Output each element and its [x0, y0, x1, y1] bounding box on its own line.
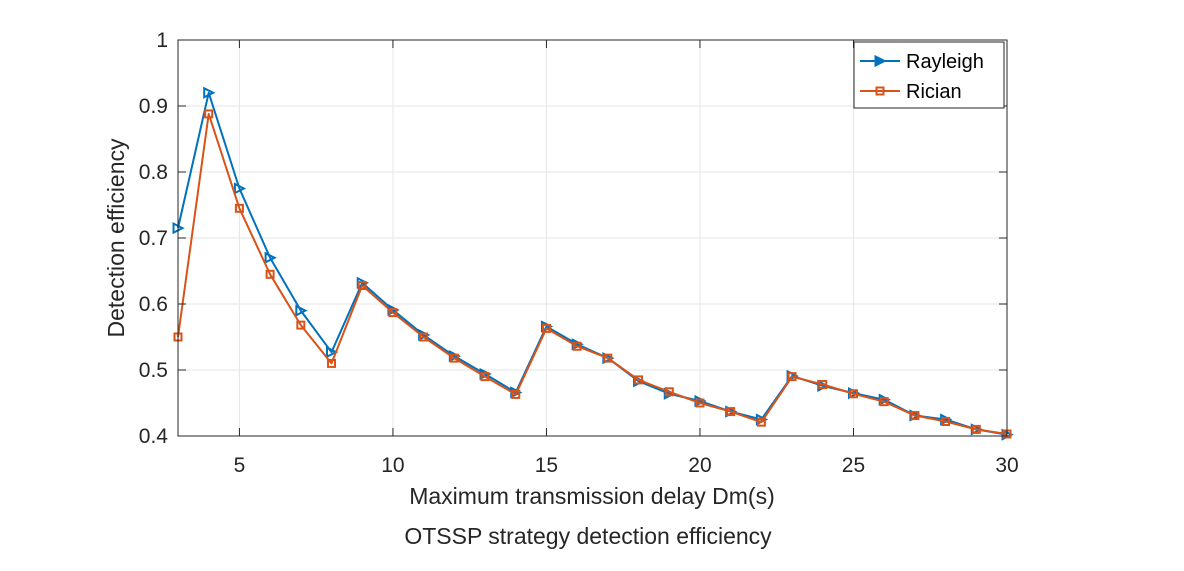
data-point-rician — [603, 353, 613, 363]
legend-marker-rayleigh — [874, 54, 887, 68]
y-tick-label: 0.6 — [139, 293, 168, 316]
legend-box — [853, 41, 1005, 109]
legend: Rayleigh Rician — [853, 41, 1005, 109]
y-tick-label: 0.9 — [139, 95, 168, 118]
y-tick-label: 0.7 — [139, 227, 168, 250]
y-tick-label: 0.8 — [139, 161, 168, 184]
data-point-rician — [265, 269, 275, 279]
y-tick-label: 0.4 — [139, 425, 169, 448]
data-point-rician — [388, 308, 398, 318]
x-axis-label: Maximum transmission delay Dm(s) — [409, 483, 775, 509]
x-tick-label: 10 — [381, 454, 404, 477]
data-point-rayleigh — [295, 304, 308, 317]
x-axis-ticks: 5 10 15 20 25 30 — [234, 40, 1019, 477]
data-point-rician — [971, 424, 981, 434]
data-point-rician — [204, 109, 214, 119]
legend-label-rayleigh: Rayleigh — [906, 51, 984, 73]
data-point-rayleigh — [233, 182, 247, 195]
data-point-rician — [327, 358, 337, 368]
data-point-rayleigh — [264, 251, 277, 264]
x-tick-label: 20 — [688, 454, 711, 477]
data-point-rician — [787, 372, 797, 382]
x-tick-label: 15 — [535, 454, 558, 477]
data-point-rician — [695, 398, 705, 408]
figure-caption: OTSSP strategy detection efficiency — [404, 523, 772, 549]
data-point-rayleigh — [203, 86, 216, 99]
data-point-rician — [572, 341, 582, 351]
data-point-rician — [664, 387, 674, 397]
data-point-rayleigh — [326, 346, 339, 359]
y-axis-label: Detection efficiency — [103, 138, 129, 338]
data-point-rician — [296, 320, 306, 330]
data-point-rician — [634, 375, 644, 385]
legend-marker-rician — [875, 86, 885, 96]
data-point-rician — [818, 380, 828, 390]
series-line-rician — [177, 112, 1008, 436]
data-point-rician — [879, 397, 889, 407]
data-point-rician — [848, 389, 858, 399]
x-tick-label: 30 — [995, 454, 1018, 477]
y-tick-label: 0.5 — [139, 359, 168, 382]
legend-label-rician: Rician — [906, 81, 962, 103]
data-point-rician — [234, 203, 244, 213]
data-point-rician — [480, 372, 490, 382]
y-axis-ticks: 0.4 0.5 0.6 0.7 0.8 0.9 1 — [139, 29, 1007, 448]
data-point-rician — [357, 281, 367, 291]
data-point-rician — [941, 416, 951, 426]
data-point-rician — [419, 332, 429, 342]
y-tick-label: 1 — [156, 29, 168, 52]
x-tick-label: 25 — [842, 454, 865, 477]
data-point-rician — [511, 389, 521, 399]
data-point-rician — [541, 323, 551, 333]
series-layer — [172, 86, 1014, 441]
data-point-rician — [449, 353, 459, 363]
data-point-rician — [910, 411, 920, 421]
data-point-rician — [726, 407, 736, 417]
data-point-rician — [756, 417, 766, 427]
x-tick-label: 5 — [234, 454, 246, 477]
